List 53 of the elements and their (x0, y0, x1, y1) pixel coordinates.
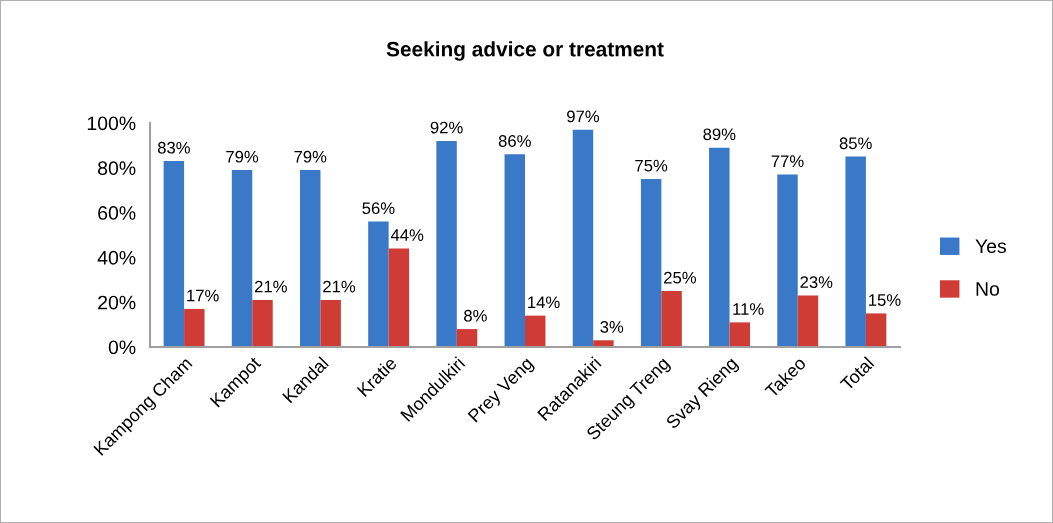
data-label: 92% (430, 121, 463, 134)
bar (300, 170, 321, 347)
bar (640, 179, 662, 347)
bar (845, 156, 866, 347)
bar (184, 308, 205, 347)
bar (368, 221, 389, 347)
legend-label: Yes (975, 239, 1007, 254)
data-label: 75% (635, 159, 668, 172)
bar (252, 299, 273, 347)
bar (729, 322, 750, 347)
bar (436, 140, 457, 347)
data-label: 8% (464, 309, 487, 322)
bar (388, 248, 410, 347)
y-tick-label: 60% (98, 206, 136, 220)
data-label: 77% (771, 155, 804, 167)
bar (777, 174, 798, 347)
y-tick-label: 20% (98, 295, 136, 310)
y-tick-label: 100% (87, 116, 136, 131)
data-label: 21% (323, 280, 356, 293)
bar (865, 313, 887, 347)
bar (231, 170, 253, 347)
bar (320, 299, 341, 347)
data-label: 23% (800, 276, 833, 289)
bar (163, 161, 185, 347)
data-label: 25% (664, 271, 697, 284)
data-label: 79% (294, 150, 327, 163)
data-label: 85% (839, 137, 872, 150)
bar (456, 329, 478, 347)
bar (593, 340, 614, 347)
data-label: 17% (187, 289, 219, 302)
data-label: 11% (733, 303, 764, 315)
data-label: 44% (390, 229, 424, 241)
y-tick-label: 40% (97, 250, 136, 265)
data-label: 89% (703, 128, 736, 141)
bar (525, 315, 546, 347)
bar (797, 295, 819, 347)
chart-title: Seeking advice or treatment (386, 41, 664, 61)
data-label: 86% (498, 135, 531, 147)
data-label: 3% (600, 321, 624, 333)
y-tick-label: 80% (98, 161, 136, 176)
bar (504, 154, 525, 347)
data-label: 21% (254, 280, 287, 293)
data-label: 83% (157, 141, 190, 154)
bar (661, 291, 682, 347)
data-label: 14% (528, 296, 560, 309)
data-label: 97% (567, 110, 600, 123)
legend-label: No (976, 282, 1000, 296)
y-tick-label: 0% (108, 340, 136, 355)
bar (572, 129, 594, 347)
data-label: 79% (226, 150, 259, 163)
data-label: 56% (362, 202, 395, 215)
data-label: 15% (869, 294, 901, 306)
bar (709, 147, 730, 347)
